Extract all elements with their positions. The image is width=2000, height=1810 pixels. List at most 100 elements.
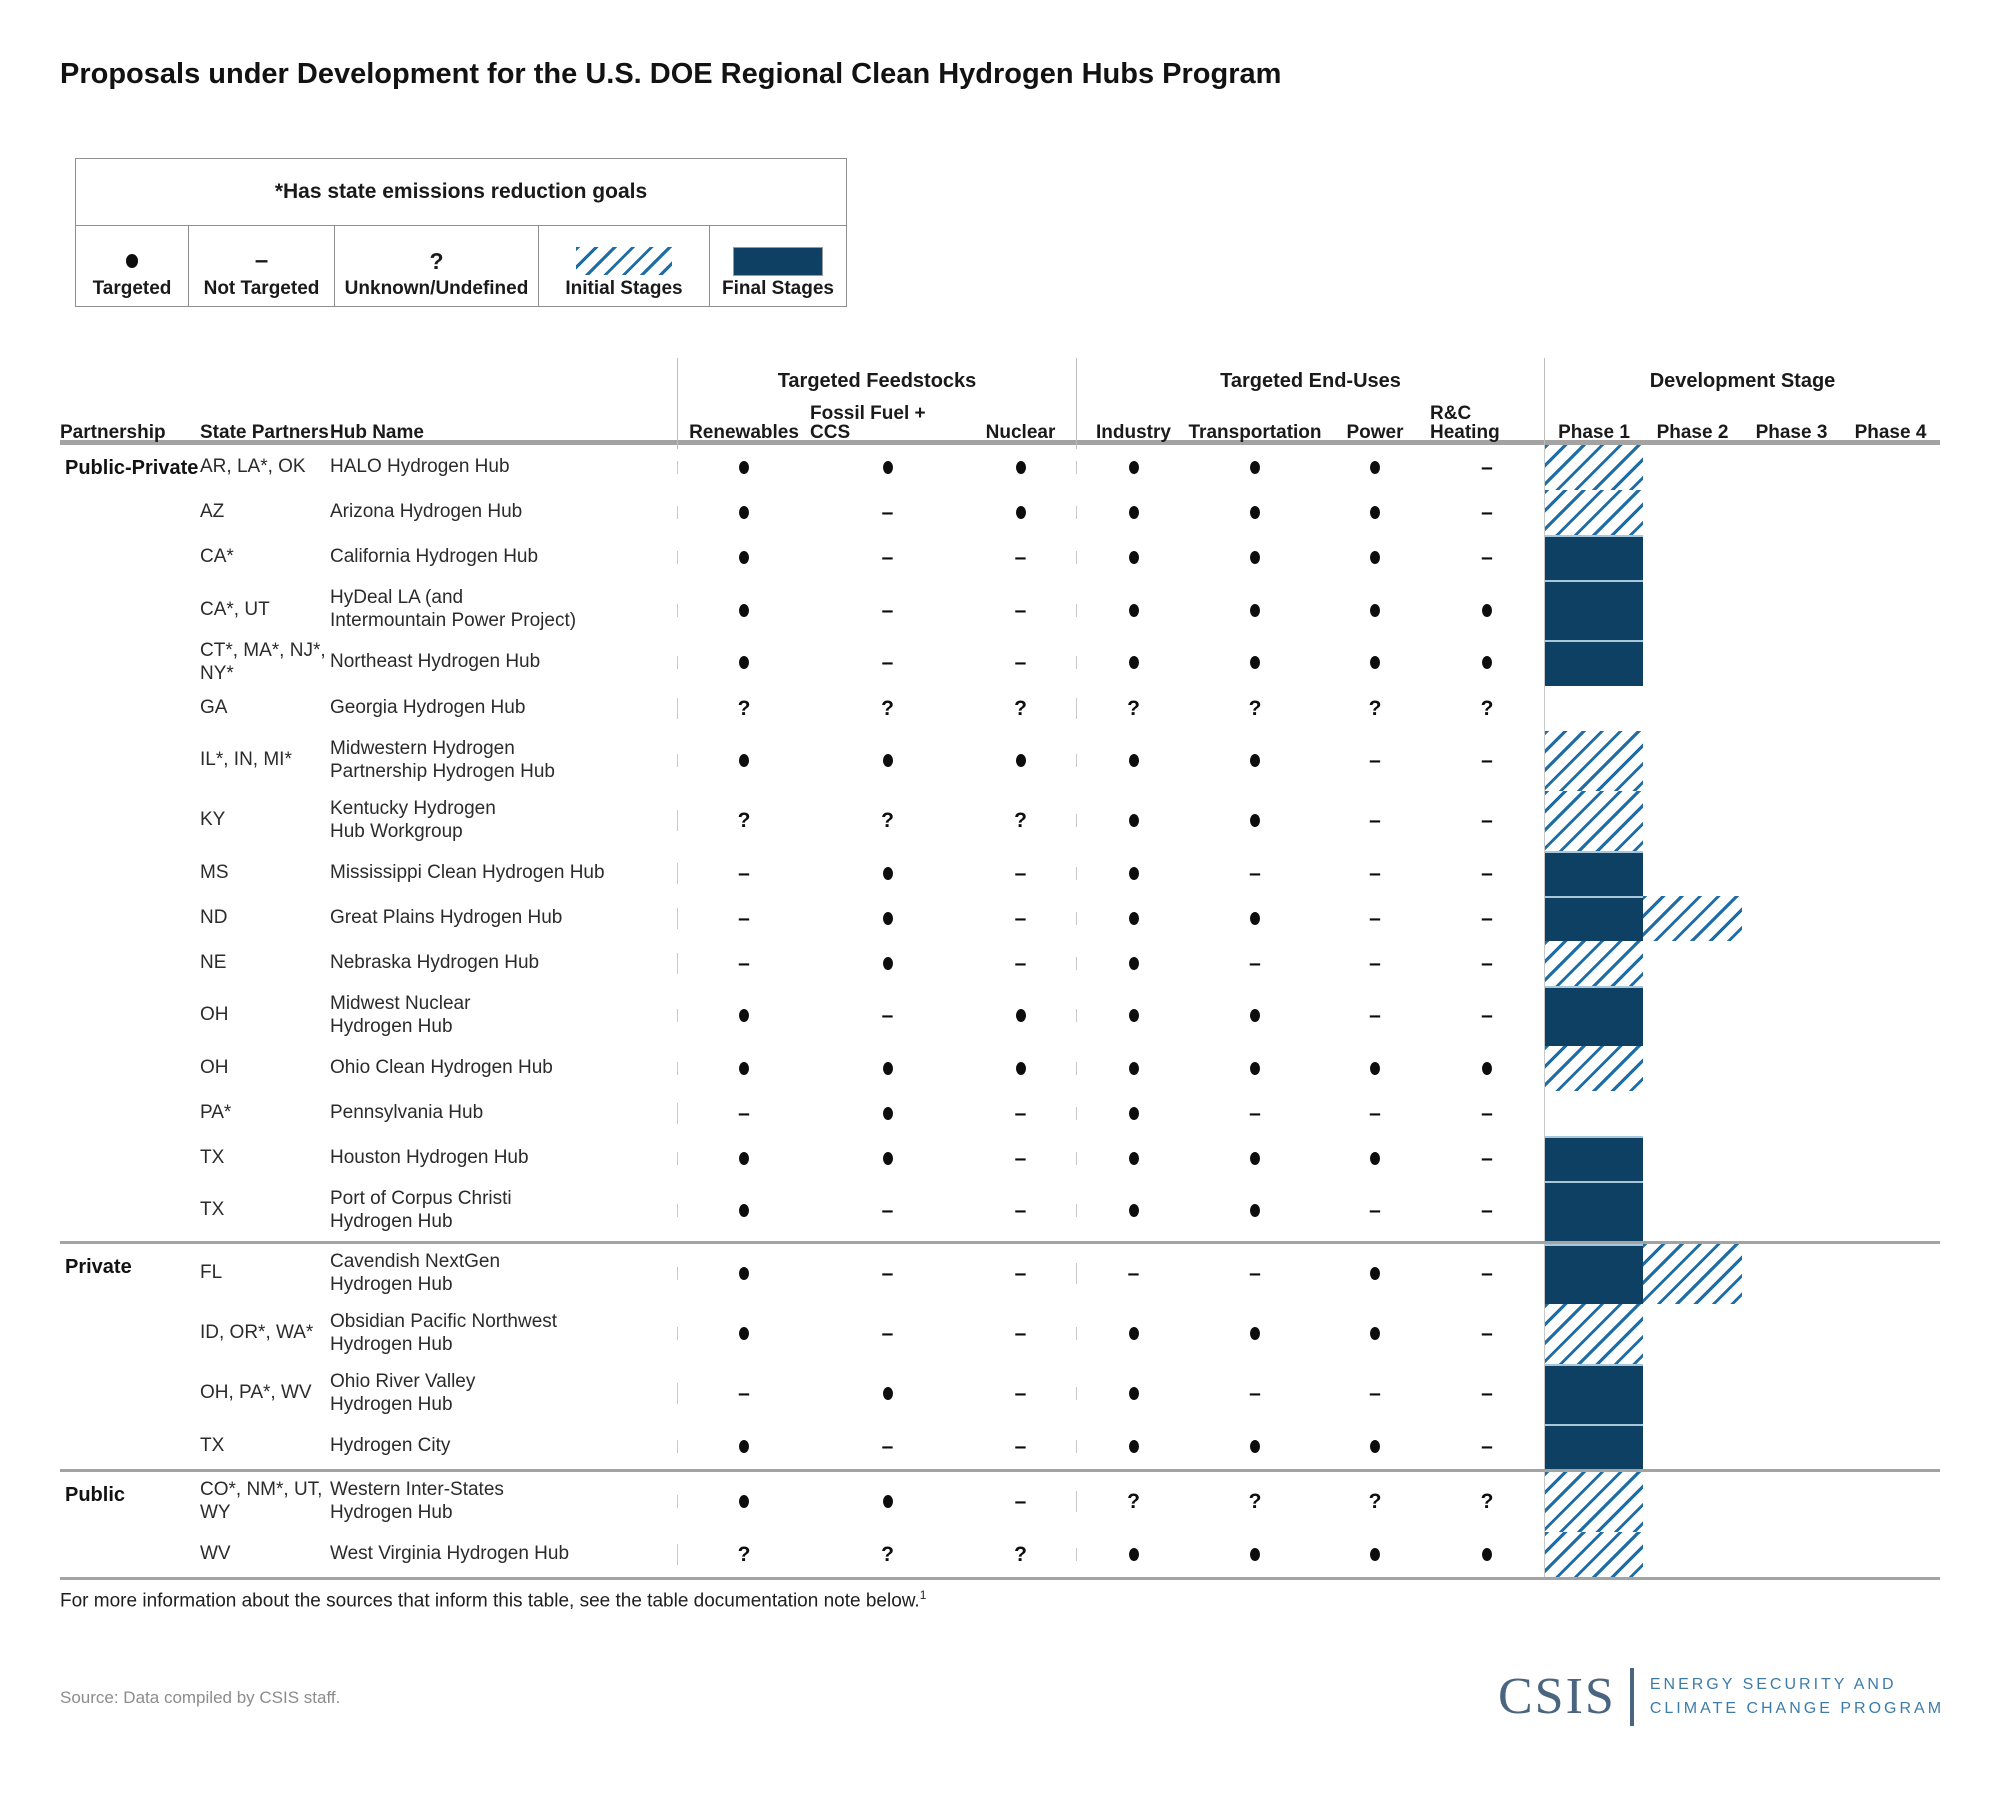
cell-stage-phase-4 bbox=[1841, 1136, 1940, 1181]
targeted-dot bbox=[882, 1151, 893, 1165]
not-targeted-dash: – bbox=[881, 1434, 894, 1458]
cell-symbol: ? bbox=[810, 810, 965, 831]
not-targeted-dash: – bbox=[1014, 598, 1027, 622]
cell-hub-name: HALO Hydrogen Hub bbox=[330, 456, 510, 478]
cell-stage-phase-4 bbox=[1841, 686, 1940, 731]
table-row: GA Georgia Hydrogen Hub??????? bbox=[60, 685, 1940, 731]
cell-stage-phase-1 bbox=[1544, 730, 1643, 791]
cell-hub-name: Obsidian Pacific Northwest Hydrogen Hub bbox=[330, 1310, 558, 1355]
group-header-development-stage: Development Stage bbox=[1544, 358, 1940, 404]
targeted-dot bbox=[1015, 461, 1026, 474]
cell-symbol: ? bbox=[1320, 1491, 1430, 1512]
table-row: OH Ohio Clean Hydrogen Hub bbox=[60, 1045, 1940, 1091]
not-targeted-dash: – bbox=[881, 501, 894, 524]
table-row: CT*, MA*, NJ*, NY* Northeast Hydrogen Hub… bbox=[60, 640, 1940, 686]
cell-symbol: ? bbox=[1430, 698, 1544, 719]
cell-stage-phase-3 bbox=[1742, 640, 1841, 686]
not-targeted-dash: – bbox=[1481, 456, 1493, 479]
stage-bar-final bbox=[1545, 1180, 1643, 1241]
cell-symbol bbox=[677, 1327, 810, 1341]
cell-symbol: – bbox=[677, 907, 810, 929]
not-targeted-dash: – bbox=[1481, 749, 1493, 773]
not-targeted-dash: – bbox=[1481, 1101, 1493, 1125]
cell-symbol bbox=[1320, 656, 1430, 670]
legend-label: Unknown/Undefined bbox=[344, 278, 529, 299]
legend-note: *Has state emissions reduction goals bbox=[76, 159, 846, 226]
cell-symbol bbox=[677, 551, 810, 564]
not-targeted-dash: – bbox=[738, 951, 750, 975]
footnote-text: For more information about the sources t… bbox=[60, 1590, 920, 1612]
cell-partnership bbox=[60, 851, 200, 862]
stage-bar-initial bbox=[1545, 1303, 1643, 1364]
cell-symbol: – bbox=[1320, 1383, 1430, 1404]
cell-symbol bbox=[1076, 603, 1190, 617]
targeted-dot bbox=[1250, 1547, 1260, 1561]
cell-symbol: – bbox=[677, 862, 810, 884]
targeted-dot bbox=[1250, 911, 1260, 925]
not-targeted-dash: – bbox=[1369, 1004, 1381, 1028]
cell-symbol: – bbox=[965, 1200, 1076, 1221]
cell-symbol bbox=[677, 603, 810, 617]
targeted-dot bbox=[1128, 1061, 1139, 1075]
cell-symbol: – bbox=[677, 951, 810, 975]
logo-divider bbox=[1629, 1668, 1634, 1726]
cell-stage-phase-2 bbox=[1643, 580, 1742, 640]
cell-state-partners: CA* bbox=[200, 546, 234, 568]
targeted-dot bbox=[1250, 814, 1260, 828]
not-targeted-dash: – bbox=[1249, 951, 1261, 975]
cell-partnership: Public-Private bbox=[65, 457, 199, 479]
cell-symbol bbox=[965, 754, 1076, 768]
targeted-dot bbox=[882, 866, 893, 880]
cell-stage-phase-4 bbox=[1841, 1181, 1940, 1241]
table-row: ID, OR*, WA* Obsidian Pacific Northwest H… bbox=[60, 1303, 1940, 1364]
table-header: Targeted Feedstocks Targeted End-Uses De… bbox=[60, 358, 1940, 449]
cell-symbol bbox=[1076, 1151, 1190, 1165]
targeted-dot bbox=[1370, 1327, 1380, 1341]
targeted-dot bbox=[739, 1061, 749, 1075]
cell-hub-name: Port of Corpus Christi Hydrogen Hub bbox=[330, 1187, 512, 1232]
cell-stage-phase-2 bbox=[1643, 1364, 1742, 1424]
not-targeted-dash: – bbox=[1014, 1262, 1027, 1286]
legend-box: *Has state emissions reduction goals Tar… bbox=[75, 158, 847, 307]
cell-symbol bbox=[810, 1495, 965, 1509]
cell-stage-phase-4 bbox=[1841, 1304, 1940, 1364]
cell-symbol bbox=[810, 754, 965, 768]
not-targeted-dash: – bbox=[1014, 951, 1027, 975]
cell-partnership bbox=[60, 686, 200, 697]
cell-symbol bbox=[1190, 1439, 1320, 1453]
cell-partnership bbox=[60, 896, 200, 907]
col-header-phase-3: Phase 3 bbox=[1755, 422, 1828, 443]
targeted-dot bbox=[1128, 1009, 1139, 1023]
targeted-dot bbox=[739, 1204, 749, 1218]
cell-symbol: ? bbox=[965, 1544, 1076, 1565]
cell-symbol bbox=[965, 1009, 1076, 1023]
cell-stage-phase-1 bbox=[1544, 685, 1643, 731]
cell-hub-name: Midwestern Hydrogen Partnership Hydrogen… bbox=[330, 737, 555, 782]
cell-partnership: Public bbox=[65, 1483, 126, 1506]
legend-items: Targeted – Not Targeted ? Unknown/Undefi… bbox=[76, 226, 846, 306]
cell-symbol: ? bbox=[1430, 1491, 1544, 1512]
targeted-dot bbox=[882, 754, 893, 768]
cell-symbol bbox=[1076, 814, 1190, 828]
cell-state-partners: AR, LA*, OK bbox=[200, 456, 306, 478]
cell-symbol bbox=[1076, 1547, 1190, 1561]
cell-stage-phase-1 bbox=[1544, 1243, 1643, 1304]
cell-symbol bbox=[1190, 754, 1320, 768]
not-targeted-dash: – bbox=[1249, 1262, 1261, 1286]
cell-partnership bbox=[60, 535, 200, 546]
not-targeted-dash: – bbox=[1481, 1434, 1493, 1458]
cell-stage-phase-2 bbox=[1643, 851, 1742, 896]
cell-partnership: Private bbox=[65, 1255, 132, 1278]
targeted-dot bbox=[1128, 656, 1139, 670]
targeted-dot bbox=[1015, 506, 1026, 519]
cell-partnership bbox=[60, 1532, 200, 1543]
cell-stage-phase-1 bbox=[1544, 1135, 1643, 1181]
not-targeted-dash: – bbox=[1014, 1382, 1027, 1406]
table-row: TX Houston Hydrogen Hub – – bbox=[60, 1135, 1940, 1181]
not-targeted-dash: – bbox=[1014, 1490, 1027, 1514]
stage-bar-initial bbox=[1545, 940, 1643, 986]
not-targeted-dash: – bbox=[1369, 1382, 1381, 1406]
stage-bar-initial bbox=[1545, 790, 1643, 851]
targeted-dot bbox=[882, 911, 893, 925]
